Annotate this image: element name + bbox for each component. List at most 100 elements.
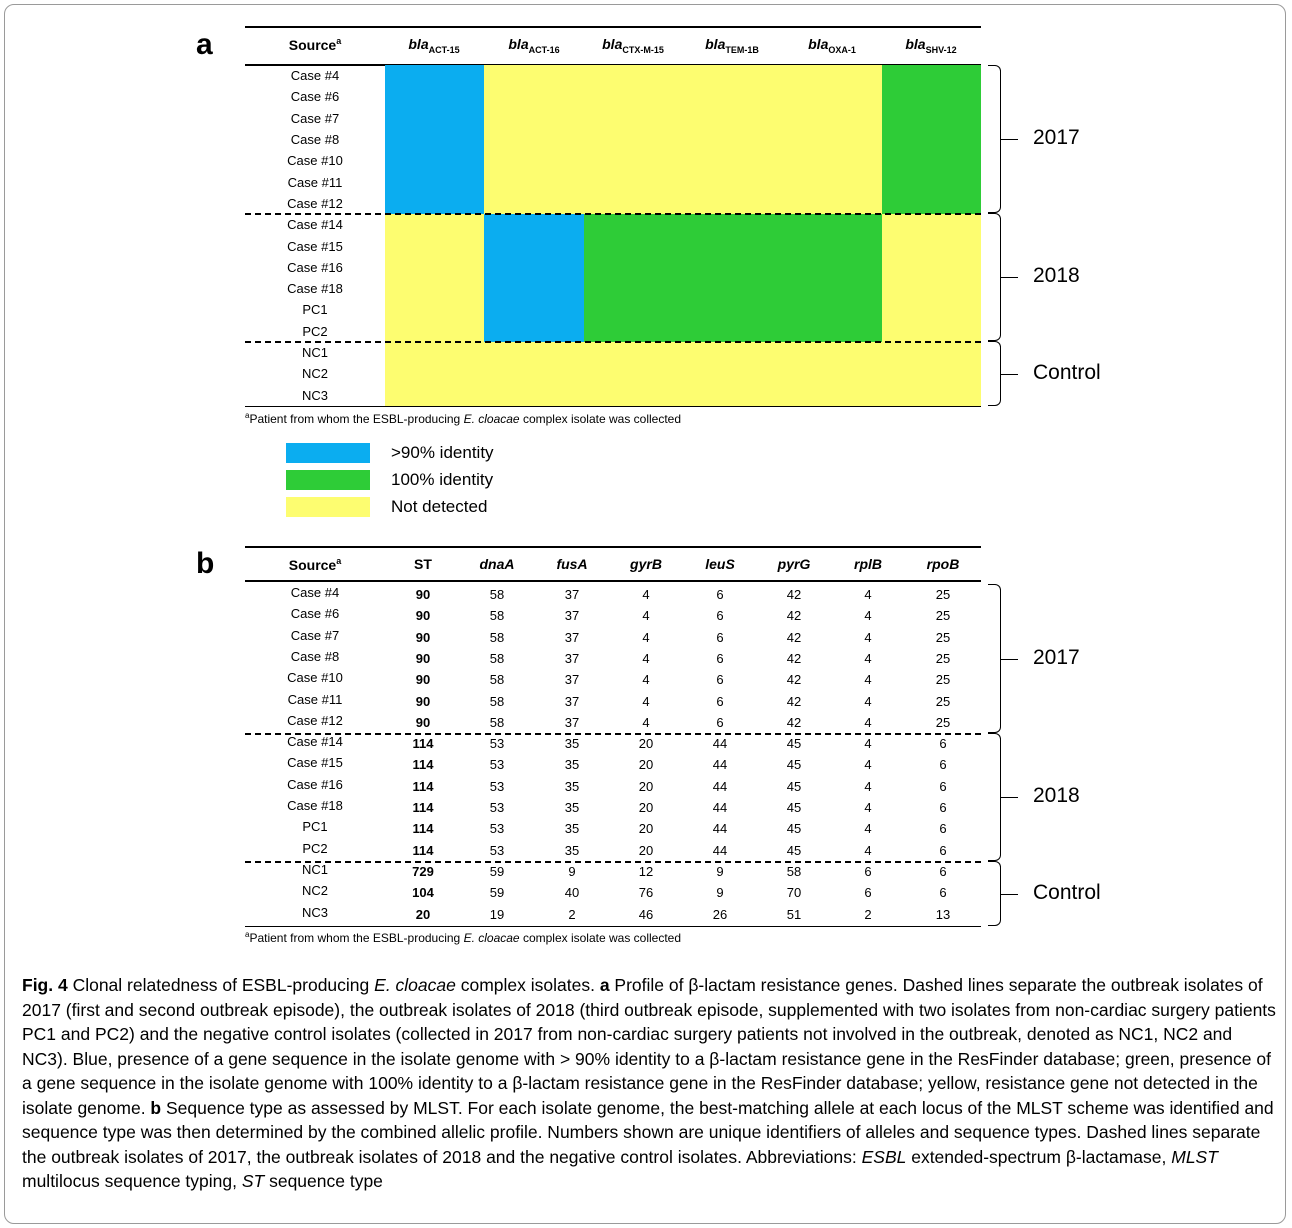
- allele-value: 4: [864, 800, 872, 815]
- allele-value: 76: [638, 885, 654, 901]
- header-main-text: dnaA: [479, 556, 515, 572]
- row-source-label: Case #8: [290, 648, 340, 664]
- heatmap-cell-nc3-blactx-m-15: [583, 384, 684, 407]
- heatmap-cell-case-4-blaoxa-1: [782, 65, 883, 87]
- allele-value: 4: [642, 629, 650, 645]
- header-main-text: bla: [705, 36, 726, 52]
- heatmap-cell-nc2-blashv-12: [881, 363, 982, 386]
- allele-value: 4: [642, 693, 650, 709]
- allele-value: 12: [638, 863, 654, 879]
- header-superscript: a: [336, 36, 342, 46]
- heatmap-cell-nc2-blaoxa-1: [782, 363, 883, 386]
- header-subscript: OXA-1: [828, 45, 856, 55]
- allele-value: 45: [786, 736, 802, 752]
- allele-value: 6: [716, 650, 724, 666]
- heatmap-cell-case-11-blashv-12: [881, 171, 982, 194]
- heatmap-cell-case-15-blaoxa-1: [782, 235, 883, 258]
- heatmap-cell-case-8-blactx-m-15: [583, 128, 684, 151]
- panel-a-header-bla-ctx-m-15: blaCTX-M-15: [602, 36, 664, 55]
- heatmap-cell-pc2-blaact-15: [385, 320, 485, 343]
- allele-value: 4: [642, 587, 650, 602]
- heatmap-cell-case-7-blatem-1b: [682, 107, 783, 130]
- allele-value: 42: [786, 587, 802, 602]
- allele-value: 6: [939, 885, 947, 901]
- allele-value: 58: [489, 608, 505, 624]
- allele-value: 6: [716, 714, 724, 730]
- header-main-text: bla: [602, 36, 623, 52]
- group-label-control: Control: [1033, 360, 1101, 384]
- row-source-label: Case #7: [290, 627, 340, 643]
- group-label-2018: 2018: [1033, 784, 1080, 807]
- row-source-label: Case #4: [290, 585, 340, 600]
- allele-value: 42: [786, 608, 802, 624]
- heatmap-cell-case-11-blaoxa-1: [782, 171, 883, 194]
- header-main-text: leuS: [705, 556, 735, 572]
- heatmap-cell-pc1-blaoxa-1: [782, 299, 883, 322]
- allele-value: 4: [642, 672, 650, 688]
- legend-label-100-identity: 100% identity: [391, 470, 494, 489]
- allele-value: 25: [935, 629, 951, 645]
- allele-value: 42: [786, 693, 802, 709]
- bracket-tick: [1000, 893, 1018, 895]
- header-subscript: TEM-1B: [725, 45, 759, 55]
- row-source-label: Case #15: [287, 755, 343, 771]
- heatmap-cell-case-14-blactx-m-15: [583, 214, 684, 237]
- allele-value: 19: [489, 906, 505, 922]
- st-value: 90: [415, 672, 431, 688]
- panel-b-header-source: Sourcea: [289, 556, 341, 573]
- allele-value: 2: [568, 906, 576, 922]
- allele-value: 46: [638, 906, 654, 922]
- allele-value: 6: [939, 842, 947, 858]
- st-value: 114: [412, 778, 434, 794]
- heatmap-cell-case-15-blaact-16: [484, 235, 585, 258]
- heatmap-cell-pc2-blaoxa-1: [782, 320, 883, 343]
- panel-b-header-dnaa: dnaA: [480, 556, 515, 572]
- heatmap-cell-case-14-blaact-15: [385, 214, 485, 237]
- heatmap-cell-case-15-blashv-12: [881, 235, 982, 258]
- allele-value: 42: [786, 714, 802, 730]
- allele-value: 42: [786, 650, 802, 666]
- row-source-label: PC1: [302, 819, 328, 835]
- allele-value: 6: [716, 693, 724, 709]
- heatmap-cell-case-7-blaact-15: [385, 107, 485, 130]
- allele-value: 4: [864, 736, 872, 752]
- panel-a-row-label: Case #6: [290, 89, 340, 105]
- heatmap-cell-case-12-blaact-15: [385, 192, 485, 215]
- row-source-label: NC1: [301, 861, 329, 877]
- allele-value: 44: [712, 842, 728, 858]
- allele-value: 9: [568, 863, 576, 879]
- allele-value: 6: [716, 587, 724, 602]
- header-main-text: bla: [508, 36, 529, 52]
- allele-value: 20: [638, 736, 654, 752]
- heatmap-cell-case-14-blaact-16: [484, 214, 585, 237]
- row-source-label: Case #14: [287, 734, 343, 750]
- panel-a-row-label: Case #18: [287, 281, 343, 297]
- heatmap-cell-case-12-blashv-12: [881, 192, 982, 215]
- heatmap-cell-case-15-blatem-1b: [682, 235, 783, 258]
- heatmap-cell-case-16-blaact-15: [385, 256, 485, 279]
- panel-a-top-rule: [245, 26, 981, 28]
- st-value: 90: [415, 650, 431, 666]
- heatmap-cell-case-4-blashv-12: [881, 65, 982, 87]
- allele-value: 25: [935, 608, 951, 624]
- allele-value: 44: [712, 821, 728, 837]
- row-source-label: Case #18: [287, 798, 343, 813]
- heatmap-cell-nc3-blatem-1b: [682, 384, 783, 407]
- allele-value: 58: [489, 714, 505, 730]
- header-main-text: gyrB: [630, 556, 662, 572]
- heatmap-cell-case-10-blatem-1b: [682, 150, 783, 173]
- st-value: 20: [415, 906, 431, 922]
- legend-swatch-100-identity: [286, 470, 370, 490]
- heatmap-cell-case-4-blaact-16: [484, 65, 585, 87]
- panel-a-letter: a: [196, 28, 213, 61]
- header-subscript: CTX-M-15: [622, 45, 664, 55]
- panel-a-header-bla-act-15: blaACT-15: [408, 36, 459, 55]
- panel-a-row-label: Case #8: [290, 131, 340, 147]
- panel-a-row-label: NC1: [301, 345, 329, 361]
- heatmap-cell-nc2-blatem-1b: [682, 363, 783, 386]
- heatmap-cell-case-12-blactx-m-15: [583, 192, 684, 215]
- st-value: 729: [412, 863, 434, 879]
- heatmap-cell-pc1-blactx-m-15: [583, 299, 684, 322]
- allele-value: 6: [716, 629, 724, 645]
- panel-b-header-st: ST: [414, 556, 432, 572]
